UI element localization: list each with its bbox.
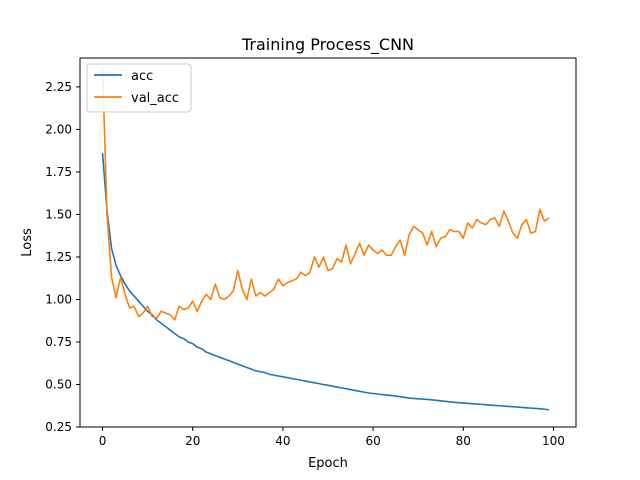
x-tick-label: 100 xyxy=(542,434,565,448)
y-tick-label: 0.75 xyxy=(45,335,72,349)
plot-area-frame xyxy=(79,57,577,428)
x-axis-label: Epoch xyxy=(308,456,348,471)
legend-label-val-acc: val_acc xyxy=(131,91,179,106)
x-tick-label: 0 xyxy=(99,434,107,448)
y-tick-label: 1.00 xyxy=(45,292,72,306)
series-line-val-acc xyxy=(101,68,550,321)
y-tick-label: 0.25 xyxy=(45,420,72,434)
y-tick-label: 1.25 xyxy=(45,250,72,264)
y-tick-label: 0.50 xyxy=(45,377,72,391)
legend: acc val_acc xyxy=(86,63,192,113)
x-tick-label: 60 xyxy=(365,434,380,448)
y-tick-label: 1.75 xyxy=(45,165,72,179)
y-axis-label: Loss xyxy=(20,228,35,257)
y-axis-ticks: 0.25 0.50 0.75 1.00 1.25 1.50 1.75 2.00 2.25 xyxy=(45,80,80,434)
x-tick-label: 20 xyxy=(185,434,200,448)
x-axis-ticks: 0 20 40 60 80 100 xyxy=(99,427,565,448)
y-tick-label: 2.25 xyxy=(45,80,72,94)
x-tick-label: 40 xyxy=(275,434,290,448)
chart-title: Training Process_CNN xyxy=(241,35,414,55)
legend-box xyxy=(86,63,192,113)
y-tick-label: 1.50 xyxy=(45,207,72,221)
legend-label-acc: acc xyxy=(131,69,153,84)
x-tick-label: 80 xyxy=(456,434,471,448)
series-layer xyxy=(101,68,550,411)
series-line-acc xyxy=(101,153,550,411)
y-tick-label: 2.00 xyxy=(45,122,72,136)
